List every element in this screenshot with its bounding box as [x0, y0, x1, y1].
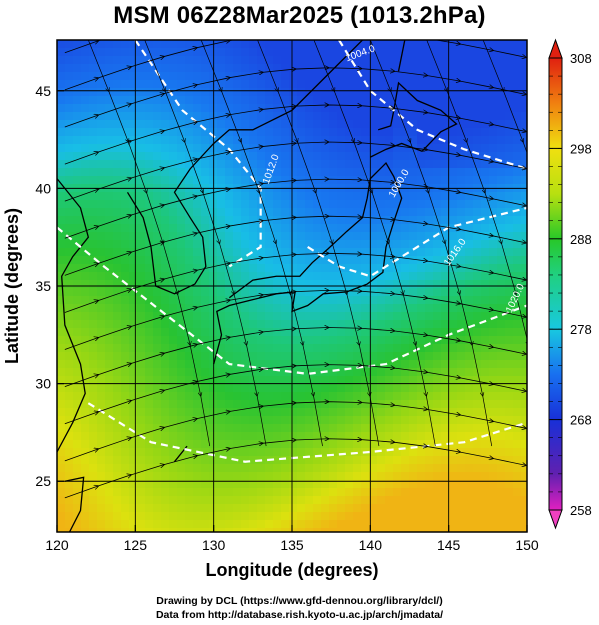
credits-line-2: Data from http://database.rish.kyoto-u.a…	[155, 609, 444, 621]
colorbar-tick-label: 298	[570, 141, 592, 156]
colorbar-tick-label: 268	[570, 413, 592, 428]
page-title: MSM 06Z28Mar2025 (1013.2hPa)	[113, 2, 486, 29]
x-tick-label: 135	[280, 537, 304, 553]
y-axis-ticks: 25 30 35 40 45	[35, 83, 64, 489]
y-axis-label: Latitude (degrees)	[2, 208, 22, 364]
y-tick-label: 25	[35, 473, 51, 489]
y-tick-label: 35	[35, 278, 51, 294]
colorbar-min-arrow	[548, 509, 563, 530]
colorbar-tick-label: 278	[570, 322, 592, 337]
y-tick-label: 40	[35, 180, 51, 196]
y-tick-label: 45	[35, 83, 51, 99]
x-tick-label: 125	[124, 537, 148, 553]
colorbar: 258 268 278 288 298 308	[548, 38, 592, 530]
x-tick-label: 150	[515, 537, 539, 553]
credits: Drawing by DCL (https://www.gfd-dennou.o…	[0, 594, 599, 622]
x-tick-label: 145	[437, 537, 461, 553]
x-axis-ticks: 120 125 130 135 140 145 150	[45, 525, 539, 553]
x-axis-label: Longitude (degrees)	[205, 560, 378, 580]
colorbar-tick-label: 258	[570, 503, 592, 518]
x-tick-label: 120	[45, 537, 69, 553]
y-tick-label: 30	[35, 376, 51, 392]
temperature-field	[57, 40, 527, 532]
x-tick-label: 140	[359, 537, 383, 553]
colorbar-max-arrow	[548, 38, 563, 59]
credits-line-1: Drawing by DCL (https://www.gfd-dennou.o…	[156, 595, 443, 607]
colorbar-tick-label: 308	[570, 51, 592, 66]
colorbar-tick-label: 288	[570, 232, 592, 247]
x-tick-label: 130	[202, 537, 226, 553]
